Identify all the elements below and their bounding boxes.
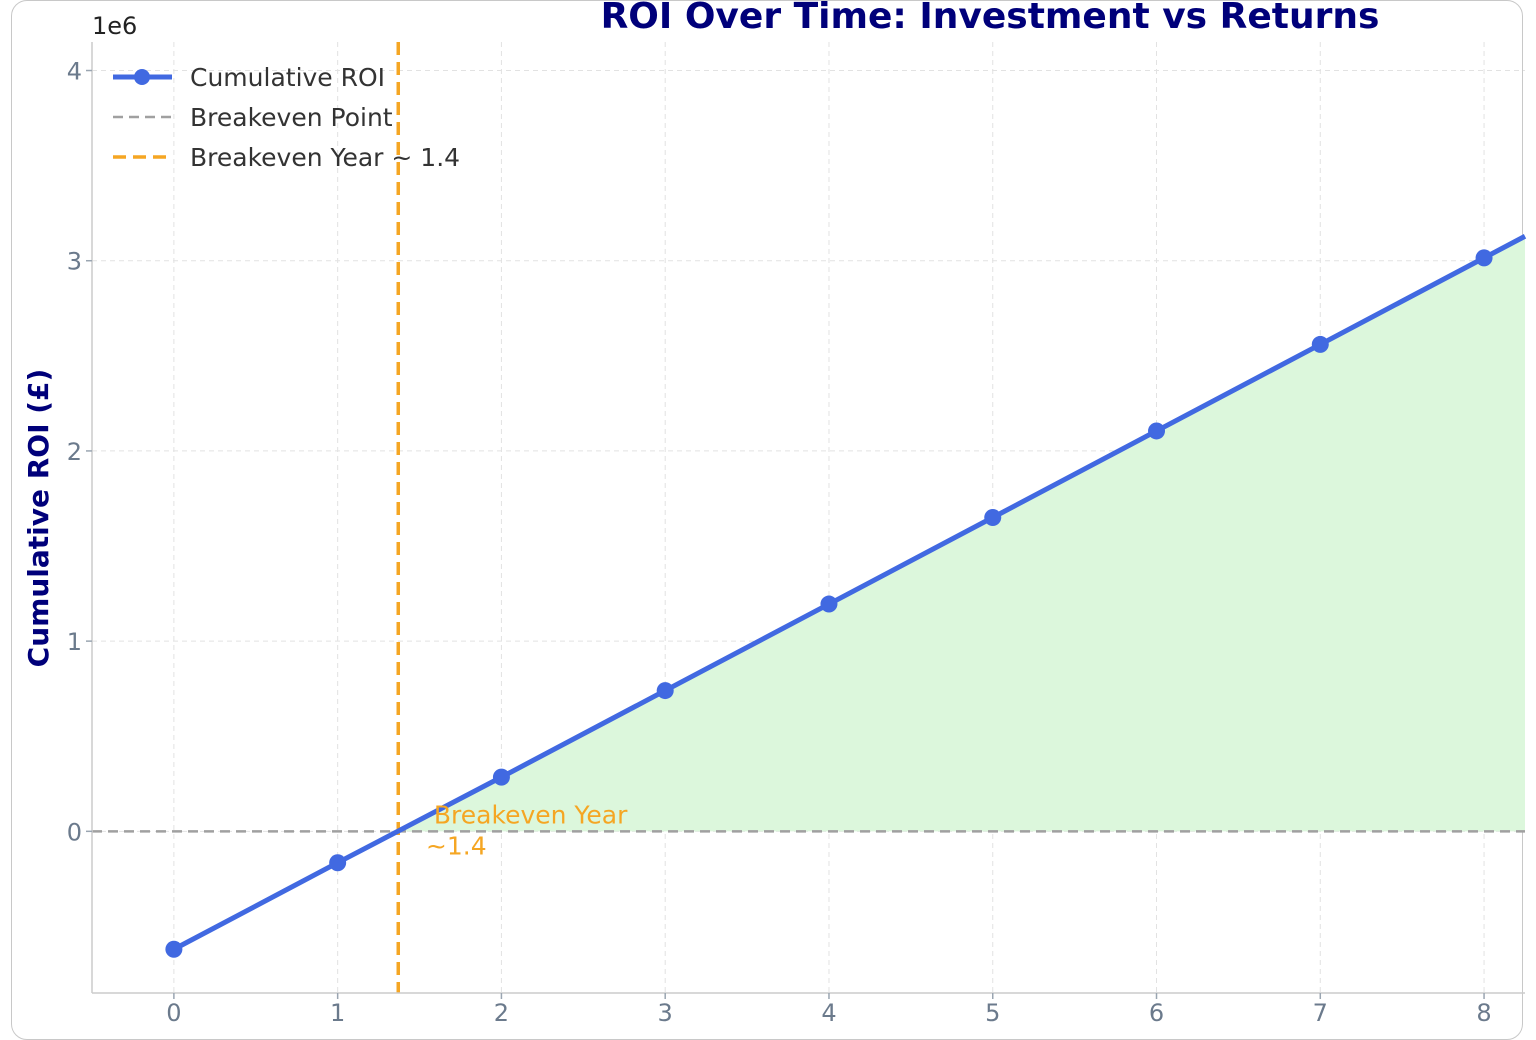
y-tick-label: 1 <box>67 628 82 656</box>
reference-lines <box>92 42 1525 993</box>
x-tick-label: 7 <box>1313 999 1328 1024</box>
x-tick-label: 6 <box>1149 999 1164 1024</box>
cumulative-roi-point <box>492 768 510 786</box>
x-tick-label: 4 <box>821 999 836 1024</box>
cumulative-roi-point <box>165 940 183 958</box>
x-tick-label: 2 <box>494 999 509 1024</box>
cumulative-roi-point <box>656 682 674 700</box>
cumulative-roi-line <box>172 234 1527 952</box>
cumulative-roi-point <box>1148 422 1166 440</box>
cumulative-roi-point <box>329 854 347 872</box>
legend-label-breakeven-year: Breakeven Year ~ 1.4 <box>190 143 460 172</box>
chart-title: ROI Over Time: Investment vs Returns <box>601 0 1380 37</box>
positive-roi-fill <box>397 236 1525 832</box>
x-tick-label: 1 <box>330 999 345 1024</box>
cumulative-roi-point <box>820 595 838 613</box>
y-axis-label: Cumulative ROI (£) <box>22 369 55 668</box>
x-tick-label: 3 <box>658 999 673 1024</box>
x-tick-label: 8 <box>1476 999 1491 1024</box>
cumulative-roi-point <box>1311 335 1329 353</box>
positive-roi-area <box>397 236 1525 832</box>
legend: Cumulative ROI Breakeven Point Breakeven… <box>113 63 460 172</box>
y-tick-label: 4 <box>67 58 82 86</box>
annotation-line-1: Breakeven Year <box>434 800 628 829</box>
x-tick-label: 0 <box>166 999 181 1024</box>
annotation-line-2: ~1.4 <box>426 831 487 860</box>
axes: 0 1 2 3 4 5 6 7 8 0 1 2 3 4 <box>67 42 1525 1024</box>
cumulative-roi-point <box>984 509 1002 526</box>
y-tick-label: 2 <box>67 438 82 466</box>
y-tick-label: 0 <box>67 818 82 846</box>
chart-text: ROI Over Time: Investment vs Returns 1e6… <box>22 0 1379 860</box>
legend-marker-cumulative-roi <box>134 69 150 85</box>
legend-label-breakeven-point: Breakeven Point <box>190 103 393 132</box>
grid <box>92 42 1525 993</box>
legend-label-cumulative-roi: Cumulative ROI <box>190 63 385 92</box>
y-tick-label: 3 <box>67 248 82 276</box>
series-cumulative-roi <box>165 234 1527 958</box>
y-offset-label: 1e6 <box>92 12 137 40</box>
x-tick-label: 5 <box>985 999 1000 1024</box>
cumulative-roi-point <box>1475 249 1493 267</box>
